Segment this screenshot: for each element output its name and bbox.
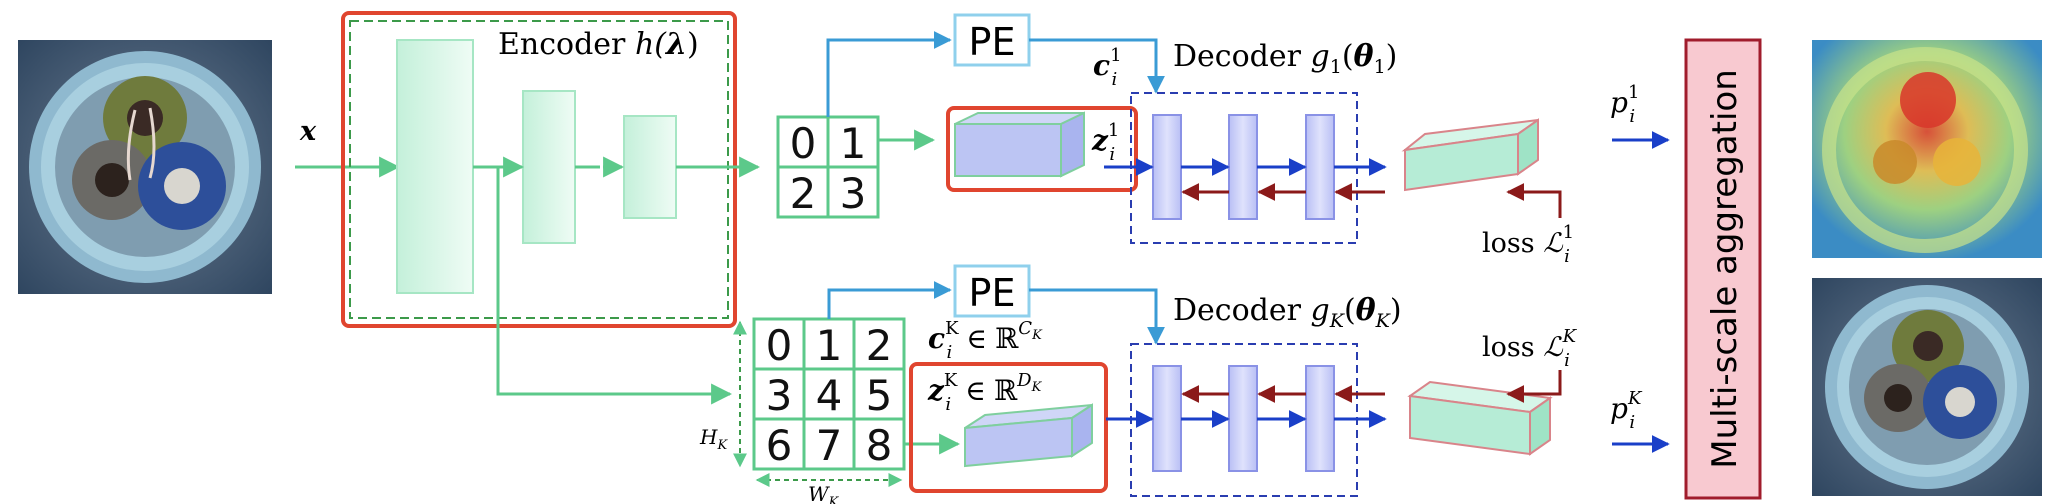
decoder-label-bottom: Decoder gK(θK) <box>1173 293 1402 332</box>
pe-to-decoder-arrow-bottom <box>1029 288 1165 345</box>
decoder-block-bottom-2 <box>1228 365 1258 472</box>
z-vector-top: z1 i <box>1091 120 1119 165</box>
grid-cell: 4 <box>816 371 843 420</box>
feature-frame-top <box>946 106 1138 192</box>
encoder-block-2 <box>522 90 576 244</box>
decoder-block-bottom-3 <box>1305 365 1335 472</box>
z-vector-bottom: zK i ∈ ℝDK <box>927 370 1043 415</box>
grid-cell: 6 <box>766 421 793 470</box>
loss-arrow-bottom <box>1506 370 1562 403</box>
aggregation-label: Multi-scale aggregation <box>1705 69 1745 468</box>
anomaly-heatmap-image <box>1812 40 2042 258</box>
grid-cell: 1 <box>816 321 843 370</box>
grid-to-pe-arrow-bottom <box>827 281 952 319</box>
output-box-bottom <box>1407 380 1553 456</box>
c-vector-bottom: cK i ∈ ℝCK <box>928 318 1043 363</box>
pe-box-bottom <box>953 264 1031 318</box>
grid-to-pe-arrow-top <box>826 31 952 117</box>
decoder-block-top-2 <box>1228 114 1258 220</box>
grid-cell: 0 <box>766 321 793 370</box>
encoder-dashed-frame <box>349 20 729 319</box>
encoder-block-3 <box>623 115 677 219</box>
score-label-top: p1 i <box>1610 82 1639 127</box>
branch-arrow-bottom <box>496 167 733 405</box>
reference-image <box>1812 278 2042 496</box>
aggregation-box <box>1684 38 1762 500</box>
output-box-top <box>1401 118 1539 192</box>
feature-box-top <box>954 111 1085 178</box>
grid-cell: 0 <box>790 119 817 168</box>
encoder-label: Encoder h(λ) <box>498 27 699 62</box>
encoder-red-frame <box>341 11 737 328</box>
input-symbol: x <box>299 116 317 147</box>
feature-frame-bottom <box>909 362 1108 493</box>
patch-grid-top: 0 1 2 3 <box>776 115 880 219</box>
grid-cell: 3 <box>766 371 793 420</box>
feature-box-bottom <box>964 403 1093 468</box>
decoder-block-top-1 <box>1152 114 1182 220</box>
pe-label-bottom: PE <box>969 271 1016 315</box>
pe-label-top: PE <box>969 20 1016 64</box>
grid-cell: 2 <box>790 169 817 218</box>
grid-cell: 3 <box>840 169 867 218</box>
grid-cell: 2 <box>866 321 893 370</box>
width-dimension-label: WK <box>808 482 840 504</box>
pe-to-decoder-arrow-top <box>1029 38 1165 94</box>
loss-arrow-top <box>1506 183 1562 218</box>
loss-label-top: loss ℒ1 i <box>1482 222 1574 267</box>
decoder-label-top: Decoder g1(θ1) <box>1173 39 1397 78</box>
score-label-bottom: pK i <box>1610 388 1643 433</box>
grid-cell: 5 <box>866 371 893 420</box>
height-dimension-label: HK <box>699 425 728 453</box>
decoder-block-top-3 <box>1305 114 1335 220</box>
c-vector-top: c1 i <box>1093 45 1122 90</box>
grid-cell: 1 <box>840 119 867 168</box>
svg-text:x: x <box>299 116 317 147</box>
input-image <box>18 40 272 294</box>
grid-cell: 8 <box>866 421 893 470</box>
loss-label-bottom: loss ℒK i <box>1482 326 1578 371</box>
patch-grid-bottom: 0 1 2 3 4 5 6 7 8 <box>752 317 906 471</box>
grid-cell: 7 <box>816 421 843 470</box>
encoder-block-1 <box>396 39 474 294</box>
decoder-block-bottom-1 <box>1152 365 1182 472</box>
